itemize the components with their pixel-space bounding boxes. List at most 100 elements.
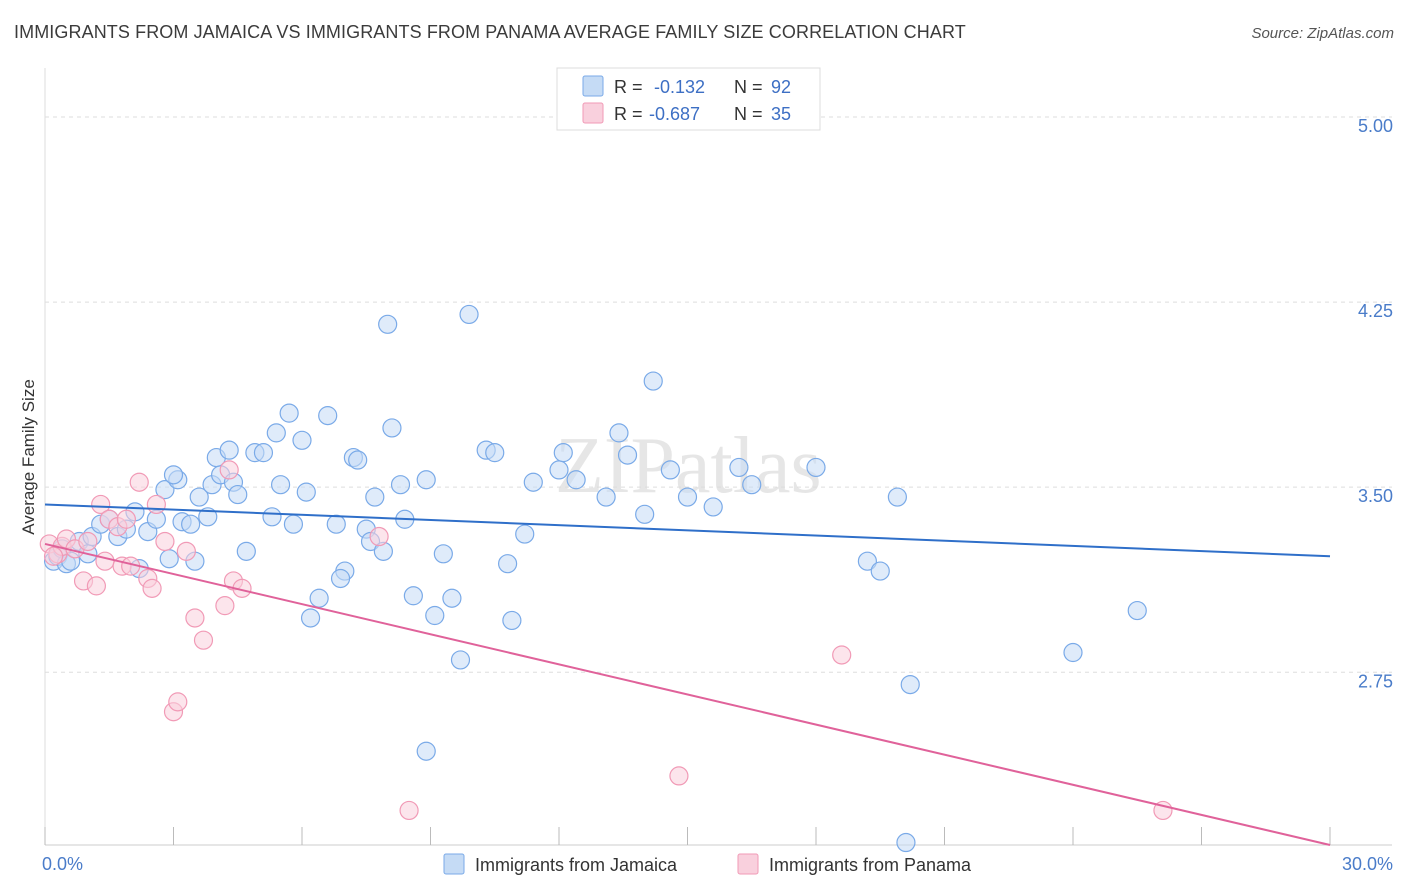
data-point-jamaica: [198, 507, 218, 527]
y-axis-label: Average Family Size: [19, 379, 38, 535]
y-tick-label: 2.75: [1358, 671, 1393, 691]
data-point-panama: [399, 800, 419, 821]
trend-line-jamaica: [44, 503, 1331, 558]
data-point-jamaica: [515, 524, 535, 544]
data-point-jamaica: [279, 403, 299, 423]
y-tick-label: 4.25: [1358, 301, 1393, 321]
trend-lines: [44, 503, 1331, 846]
data-point-jamaica: [262, 507, 282, 527]
data-point-jamaica: [300, 608, 321, 628]
data-point-panama: [185, 608, 205, 628]
data-point-jamaica: [806, 457, 826, 478]
data-point-jamaica: [729, 457, 749, 478]
data-point-jamaica: [870, 561, 890, 581]
data-point-panama: [193, 630, 214, 650]
legend-swatch-jamaica: [582, 75, 604, 97]
data-point-jamaica: [857, 551, 878, 571]
legend-n-value-panama: 35: [771, 104, 791, 124]
data-point-panama: [155, 531, 175, 552]
data-point-jamaica: [155, 480, 175, 500]
data-point-jamaica: [348, 450, 368, 470]
data-point-jamaica: [403, 586, 423, 606]
data-point-panama: [43, 546, 64, 566]
data-point-jamaica: [266, 423, 286, 443]
data-point-jamaica: [219, 440, 239, 460]
data-point-jamaica: [382, 418, 402, 438]
series-legend: Immigrants from Jamaica Immigrants from …: [443, 853, 972, 875]
data-point-jamaica: [617, 445, 638, 465]
series-legend-swatch-panama: [737, 853, 759, 875]
legend-swatch-panama: [582, 102, 604, 124]
data-point-jamaica: [523, 472, 543, 492]
data-point-jamaica: [1127, 600, 1147, 621]
y-tick-label: 3.50: [1358, 486, 1393, 506]
data-point-jamaica: [270, 475, 291, 495]
data-point-jamaica: [502, 610, 522, 631]
data-point-jamaica: [450, 650, 471, 670]
data-point-panama: [176, 541, 196, 561]
data-point-jamaica: [549, 460, 569, 480]
x-tick-labels: 0.0% 30.0%: [42, 854, 1393, 874]
data-point-jamaica: [159, 549, 179, 569]
data-point-jamaica: [390, 475, 411, 495]
data-point-jamaica: [553, 443, 573, 463]
data-point-jamaica: [309, 588, 329, 608]
data-point-jamaica: [442, 588, 462, 608]
data-point-panama: [86, 576, 107, 596]
chart-title: IMMIGRANTS FROM JAMAICA VS IMMIGRANTS FR…: [14, 22, 966, 42]
y-tick-label: 5.00: [1358, 116, 1393, 136]
series-legend-label-panama: Immigrants from Panama: [769, 855, 972, 875]
data-point-jamaica: [283, 514, 304, 534]
stats-legend: R = -0.132 N = 92 R = -0.687 N = 35: [556, 67, 821, 131]
data-point-panama: [219, 460, 239, 480]
data-point-panama: [142, 578, 162, 598]
data-point-jamaica: [433, 544, 453, 564]
series-legend-swatch-jamaica: [443, 853, 465, 875]
data-point-jamaica: [326, 514, 346, 534]
legend-r-value-jamaica: -0.132: [654, 77, 705, 97]
data-point-panama: [78, 531, 98, 552]
data-point-jamaica: [1063, 642, 1083, 663]
legend-r-value-panama: -0.687: [649, 104, 700, 124]
data-point-jamaica: [643, 371, 663, 391]
series-panama-points: [39, 460, 1173, 821]
data-point-jamaica: [742, 475, 762, 495]
data-point-jamaica: [189, 487, 209, 507]
data-point-jamaica: [896, 832, 916, 853]
data-point-panama: [95, 551, 115, 571]
data-point-jamaica: [485, 443, 505, 463]
data-point-jamaica: [365, 487, 385, 507]
data-point-jamaica: [228, 484, 248, 505]
x-tick-label: 30.0%: [1342, 854, 1393, 874]
data-point-panama: [146, 494, 166, 515]
data-point-jamaica: [498, 554, 518, 574]
data-point-jamaica: [181, 514, 201, 534]
data-point-jamaica: [900, 674, 920, 695]
data-point-jamaica: [378, 314, 398, 334]
data-point-jamaica: [236, 541, 256, 561]
data-point-jamaica: [330, 568, 351, 589]
data-point-jamaica: [609, 423, 629, 443]
data-point-jamaica: [163, 465, 184, 485]
data-point-jamaica: [416, 470, 436, 490]
data-point-jamaica: [566, 470, 586, 490]
legend-n-value-jamaica: 92: [771, 77, 791, 97]
legend-n-label-jamaica: N =: [734, 77, 763, 97]
series-legend-label-jamaica: Immigrants from Jamaica: [475, 855, 678, 875]
series-jamaica-points: [43, 304, 1147, 853]
data-point-panama: [669, 766, 689, 786]
y-tick-labels: 2.75 3.50 4.25 5.00: [1358, 116, 1393, 691]
data-point-jamaica: [596, 487, 616, 507]
data-point-panama: [215, 596, 235, 616]
data-point-panama: [168, 692, 188, 712]
data-point-jamaica: [703, 497, 723, 517]
trend-line-panama: [44, 542, 1331, 846]
data-point-panama: [129, 472, 149, 492]
data-point-panama: [91, 494, 111, 515]
data-point-jamaica: [292, 430, 312, 450]
data-point-jamaica: [318, 406, 338, 426]
data-point-panama: [116, 509, 136, 529]
data-point-jamaica: [677, 487, 698, 507]
data-point-jamaica: [296, 482, 316, 502]
x-tick-label: 0.0%: [42, 854, 83, 874]
